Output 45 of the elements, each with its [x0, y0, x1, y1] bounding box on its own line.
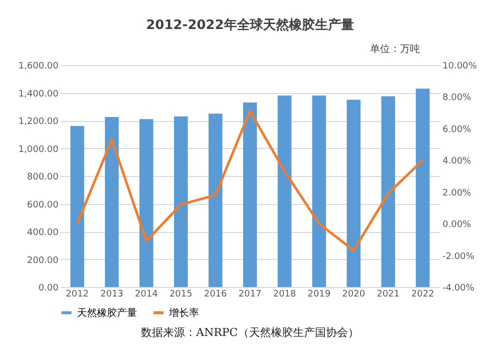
x-tick-label: 2022 — [411, 290, 434, 300]
bar — [243, 102, 257, 287]
y-tick-label: 200.00 — [27, 256, 59, 266]
y-tick-label: 800.00 — [27, 172, 59, 182]
x-tick-label: 2021 — [376, 290, 400, 300]
y-tick-label: 1,600.00 — [18, 62, 59, 72]
y2-tick-label: 10.00% — [442, 62, 478, 72]
y2-tick-label: -4.00% — [442, 284, 475, 294]
y-tick-label: 600.00 — [27, 200, 59, 210]
y2-tick-label: 8.00% — [442, 93, 472, 104]
bar — [174, 116, 188, 287]
x-tick-label: 2019 — [308, 290, 331, 300]
x-tick-label: 2016 — [204, 290, 228, 300]
bar — [208, 114, 222, 287]
bar — [312, 96, 326, 287]
x-tick-label: 2020 — [342, 290, 366, 300]
y-tick-label: 0.00 — [38, 284, 59, 294]
x-tick-label: 2012 — [66, 290, 89, 300]
x-tick-label: 2018 — [273, 290, 296, 300]
bar — [104, 117, 119, 287]
bar — [278, 96, 292, 287]
y2-tick-label: 4.00% — [442, 156, 472, 167]
x-tick-label: 2015 — [169, 290, 192, 300]
bar — [416, 88, 430, 287]
y2-tick-label: 0.00% — [442, 220, 472, 230]
legend-label: 天然橡胶产量 — [77, 306, 137, 319]
y2-tick-label: -2.00% — [442, 252, 475, 262]
source-note: 数据来源：ANRPC（天然橡胶生产国协会） — [141, 326, 359, 339]
chart-subtitle: 单位：万吨 — [370, 43, 420, 55]
y-tick-label: 400.00 — [27, 228, 59, 238]
y-tick-label: 1,200.00 — [18, 117, 59, 127]
y2-tick-label: 2.00% — [442, 188, 472, 198]
x-tick-label: 2014 — [134, 290, 158, 300]
line-series — [76, 110, 424, 252]
y-tick-label: 1,000.00 — [18, 144, 59, 155]
y-tick-label: 1,400.00 — [18, 89, 59, 100]
y2-tick-label: 6.00% — [442, 124, 472, 135]
chart-title: 2012-2022年全球天然橡胶生产量 — [146, 17, 354, 33]
bar — [346, 100, 361, 287]
x-tick-label: 2017 — [238, 290, 262, 300]
bar — [139, 119, 154, 287]
bar — [70, 126, 84, 287]
x-tick-label: 2013 — [100, 290, 124, 300]
bar — [381, 96, 396, 287]
legend-label: 增长率 — [168, 306, 199, 319]
